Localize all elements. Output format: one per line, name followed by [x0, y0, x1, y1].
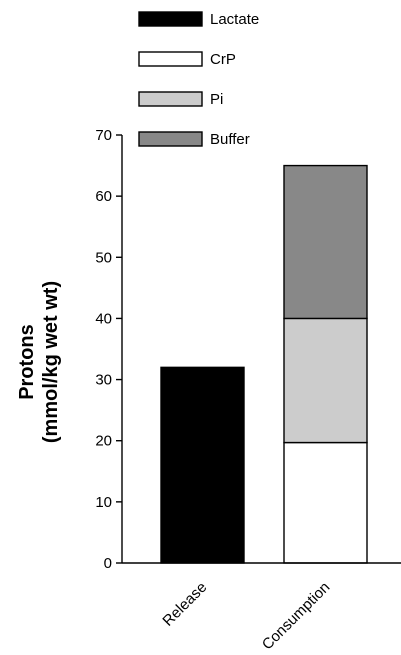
bars	[160, 164, 368, 564]
legend-swatch-crp	[138, 51, 203, 67]
legend-swatch-lactate	[138, 11, 203, 27]
y-tick-label: 10	[95, 494, 112, 511]
legend-label-crp: CrP	[210, 51, 236, 68]
y-axis-label: Protons (mmol/kg wet wt)	[16, 281, 62, 443]
y-tick-label: 50	[95, 249, 112, 266]
y-tick-label: 40	[95, 310, 112, 327]
legend-label-buffer: Buffer	[210, 131, 250, 148]
x-tick-label: Release	[159, 579, 210, 630]
x-tick-labels: Release Consumption	[159, 579, 333, 654]
legend-label-lactate: Lactate	[210, 11, 259, 28]
y-tick-label: 70	[95, 127, 112, 144]
y-tick-label: 0	[104, 555, 112, 572]
y-tick-label: 60	[95, 188, 112, 205]
bar-segment-crp	[283, 441, 368, 564]
bar-segment-lactate	[160, 366, 245, 564]
y-axis: 0 10 20 30 40 50 60 70	[95, 127, 123, 572]
legend-swatch-pi	[138, 91, 203, 107]
y-axis-label-line-1: Protons	[16, 324, 38, 400]
legend: Lactate CrP Pi Buffer	[138, 11, 259, 148]
bar-segment-pi	[283, 317, 368, 444]
legend-label-pi: Pi	[210, 91, 223, 108]
y-tick-label: 30	[95, 372, 112, 389]
bar-segment-buffer	[283, 164, 368, 320]
legend-swatch-buffer	[138, 131, 203, 147]
y-tick-label: 20	[95, 433, 112, 450]
y-axis-label-line-2: (mmol/kg wet wt)	[40, 281, 62, 443]
x-tick-label: Consumption	[259, 579, 334, 654]
